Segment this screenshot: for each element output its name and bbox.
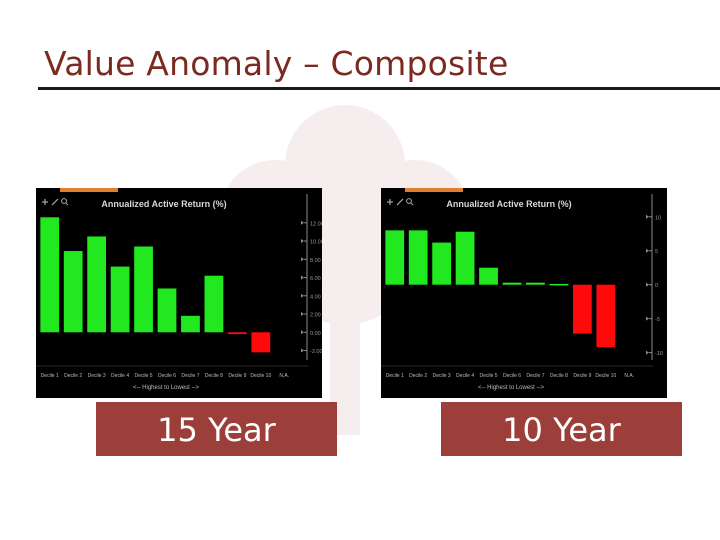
y-tick-pointer: [646, 282, 649, 287]
y-tick-label: 10.00: [310, 240, 322, 246]
bar-decile-9: [227, 332, 247, 335]
y-tick-label: 4.00: [310, 294, 321, 300]
chart-panel-10-year: Annualized Active Return (%) -10 -5 0 5 10 Dec…: [381, 188, 667, 398]
y-tick-label: 0: [655, 283, 658, 289]
x-tick-label: Decile 5: [480, 373, 498, 379]
x-tick-label: Decile 1: [41, 373, 59, 379]
x-tick-label: Decile 1: [386, 373, 404, 379]
bar-decile-4: [110, 266, 130, 333]
bar-decile-6: [502, 282, 522, 285]
zoom-in-icon[interactable]: [387, 199, 393, 205]
chart-toolbar: [42, 198, 69, 206]
bar-decile-8: [549, 283, 569, 286]
bar-decile-10: [251, 332, 271, 353]
y-tick-label: -5: [655, 317, 660, 323]
x-tick-label: N.A.: [279, 373, 289, 379]
pencil-icon[interactable]: [396, 198, 404, 206]
bar-decile-7: [181, 315, 200, 333]
bar-decile-5: [479, 267, 498, 285]
y-tick-pointer: [646, 350, 649, 355]
y-tick-pointer: [646, 316, 649, 321]
x-tick-label: Decile 6: [158, 373, 176, 379]
y-tick-pointer: [301, 312, 304, 317]
x-tick-label: Decile 4: [111, 373, 129, 379]
y-tick-label: -10: [655, 351, 663, 357]
slide-title: Value Anomaly – Composite: [44, 44, 509, 83]
x-tick-label: Decile 9: [573, 373, 591, 379]
y-tick-label: 6.00: [310, 276, 321, 282]
search-icon[interactable]: [61, 198, 69, 206]
y-tick-pointer: [301, 348, 304, 353]
search-icon-handle: [410, 202, 414, 206]
x-tick-label: Decile 7: [526, 373, 544, 379]
pencil-icon-stroke: [396, 198, 404, 206]
bar-decile-1: [385, 230, 405, 285]
bar-decile-3: [432, 242, 452, 285]
x-tick-label: Decile 9: [228, 373, 246, 379]
bar-decile-1: [40, 217, 60, 333]
title-underline: [38, 87, 720, 90]
y-tick-label: 12.00: [310, 221, 322, 227]
bar-decile-4: [455, 231, 475, 285]
x-tick-label: Decile 10: [250, 373, 271, 379]
x-tick-label: N.A.: [624, 373, 634, 379]
x-tick-label: Decile 3: [433, 373, 451, 379]
y-tick-pointer: [301, 293, 304, 298]
search-icon-lens: [406, 198, 412, 204]
chart-10-year: Annualized Active Return (%) -10 -5 0 5 10 Dec…: [381, 188, 663, 391]
y-tick-pointer: [301, 257, 304, 262]
bar-decile-6: [157, 288, 177, 333]
y-tick-label: 5: [655, 249, 658, 255]
search-icon[interactable]: [406, 198, 414, 206]
chart-panel-15-year: Annualized Active Return (%) -2.00 0.00 2.0…: [36, 188, 322, 398]
x-tick-label: Decile 2: [64, 373, 82, 379]
pencil-icon-stroke: [51, 198, 59, 206]
chart-15-year: Annualized Active Return (%) -2.00 0.00 2.0…: [36, 188, 322, 391]
y-tick-pointer: [646, 214, 649, 219]
caption-15-year: 15 Year: [96, 402, 337, 456]
pencil-icon[interactable]: [51, 198, 59, 206]
x-tick-label: Decile 2: [409, 373, 427, 379]
x-tick-label: Decile 7: [181, 373, 199, 379]
x-axis-label: <-- Highest to Lowest -->: [133, 385, 200, 391]
x-axis-label: <-- Highest to Lowest -->: [478, 385, 545, 391]
caption-10-year: 10 Year: [441, 402, 682, 456]
zoom-in-icon[interactable]: [42, 199, 48, 205]
y-tick-label: 0.00: [310, 331, 321, 337]
bar-decile-8: [204, 275, 224, 333]
search-icon-lens: [61, 198, 67, 204]
chart-toolbar: [387, 198, 414, 206]
bar-decile-2: [408, 230, 428, 285]
y-tick-label: -2.00: [310, 349, 322, 355]
x-tick-label: Decile 6: [503, 373, 521, 379]
bar-decile-9: [572, 284, 592, 334]
x-tick-label: Decile 8: [550, 373, 568, 379]
chart-title: Annualized Active Return (%): [446, 199, 571, 209]
bar-decile-10: [596, 284, 616, 348]
bar-decile-3: [87, 236, 107, 333]
bar-decile-7: [526, 282, 545, 285]
bar-decile-5: [134, 246, 153, 333]
y-tick-pointer: [301, 239, 304, 244]
y-tick-pointer: [646, 248, 649, 253]
chart-title: Annualized Active Return (%): [101, 199, 226, 209]
y-tick-pointer: [301, 330, 304, 335]
x-tick-label: Decile 4: [456, 373, 474, 379]
x-tick-label: Decile 3: [88, 373, 106, 379]
toolbar-accent: [405, 188, 463, 192]
y-tick-pointer: [301, 220, 304, 225]
toolbar-accent: [60, 188, 118, 192]
x-tick-label: Decile 8: [205, 373, 223, 379]
y-tick-label: 2.00: [310, 313, 321, 319]
y-tick-label: 8.00: [310, 258, 321, 264]
search-icon-handle: [65, 202, 69, 206]
bar-decile-2: [63, 251, 83, 333]
x-tick-label: Decile 10: [595, 373, 616, 379]
y-tick-label: 10: [655, 215, 661, 221]
x-tick-label: Decile 5: [135, 373, 153, 379]
y-tick-pointer: [301, 275, 304, 280]
